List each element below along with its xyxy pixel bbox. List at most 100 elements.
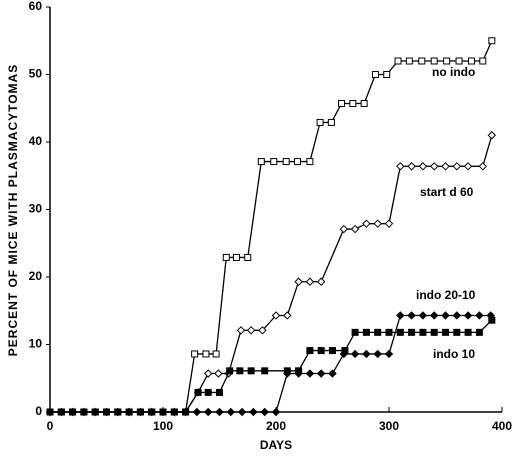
marker <box>405 57 413 65</box>
marker <box>305 369 315 378</box>
marker <box>46 408 54 416</box>
marker <box>212 350 220 358</box>
marker <box>226 367 234 375</box>
marker <box>203 407 213 417</box>
marker <box>194 388 202 396</box>
marker <box>349 100 357 108</box>
marker <box>341 347 349 355</box>
marker <box>396 162 405 171</box>
marker <box>226 407 236 417</box>
marker <box>246 326 256 335</box>
marker <box>453 328 461 336</box>
marker <box>441 311 450 320</box>
marker <box>69 408 77 416</box>
marker <box>261 367 269 375</box>
marker <box>362 219 371 228</box>
y-tick-label: 10 <box>29 337 43 351</box>
series-label: indo 10 <box>433 347 475 361</box>
marker <box>443 57 451 65</box>
marker <box>271 311 281 320</box>
marker <box>271 407 281 417</box>
marker <box>222 253 230 261</box>
marker <box>418 162 428 171</box>
marker <box>488 316 496 324</box>
marker <box>441 162 450 171</box>
marker <box>464 328 472 336</box>
marker <box>418 57 426 65</box>
marker <box>125 408 133 416</box>
marker <box>293 158 301 166</box>
marker <box>394 57 402 65</box>
marker <box>475 328 483 336</box>
marker <box>294 277 303 286</box>
marker <box>191 350 199 358</box>
y-tick-label: 0 <box>35 404 42 418</box>
x-tick-label: 100 <box>153 419 173 433</box>
marker <box>214 369 223 378</box>
marker <box>258 326 267 335</box>
marker <box>452 162 462 171</box>
marker <box>487 131 497 140</box>
marker <box>57 408 65 416</box>
marker <box>192 407 202 417</box>
marker <box>430 57 438 65</box>
marker <box>475 311 484 320</box>
marker <box>418 311 428 320</box>
y-tick-label: 60 <box>29 0 43 13</box>
marker <box>396 311 405 320</box>
marker <box>385 328 393 336</box>
marker <box>306 347 314 355</box>
marker <box>350 224 360 234</box>
marker <box>282 158 290 166</box>
marker <box>249 407 258 417</box>
marker <box>295 367 303 375</box>
marker <box>371 71 379 78</box>
marker <box>467 57 475 65</box>
x-axis-label: DAYS <box>260 438 292 452</box>
marker <box>478 162 487 171</box>
marker <box>407 162 416 171</box>
marker <box>80 408 88 416</box>
marker <box>396 328 404 336</box>
marker <box>170 408 178 416</box>
marker <box>317 347 325 355</box>
marker <box>384 349 394 359</box>
y-tick-label: 50 <box>29 67 43 81</box>
y-tick-label: 30 <box>29 202 43 216</box>
marker <box>202 350 210 358</box>
marker <box>463 311 473 320</box>
marker <box>204 388 212 396</box>
marker <box>328 369 337 378</box>
marker <box>384 219 394 228</box>
series-label: no indo <box>432 65 475 79</box>
marker <box>452 311 462 320</box>
y-tick-label: 20 <box>29 269 43 283</box>
marker <box>488 37 496 45</box>
marker <box>114 408 122 416</box>
marker <box>362 349 371 359</box>
marker <box>419 328 427 336</box>
marker <box>360 100 368 108</box>
marker <box>407 311 416 320</box>
marker <box>244 253 252 261</box>
marker <box>383 71 391 78</box>
marker <box>148 408 156 416</box>
marker <box>237 407 247 417</box>
marker <box>306 158 314 166</box>
marker <box>270 158 278 166</box>
marker <box>182 408 190 416</box>
marker <box>373 349 382 359</box>
x-tick-label: 300 <box>379 419 399 433</box>
marker <box>429 311 439 320</box>
marker <box>329 347 336 355</box>
marker <box>91 408 99 416</box>
marker <box>463 162 473 171</box>
marker <box>339 224 349 234</box>
marker <box>215 407 224 417</box>
x-tick-label: 400 <box>492 419 512 433</box>
marker <box>232 253 240 261</box>
y-axis-label: PERCENT OF MICE WITH PLASMACYTOMAS <box>6 64 20 356</box>
marker <box>351 328 359 336</box>
